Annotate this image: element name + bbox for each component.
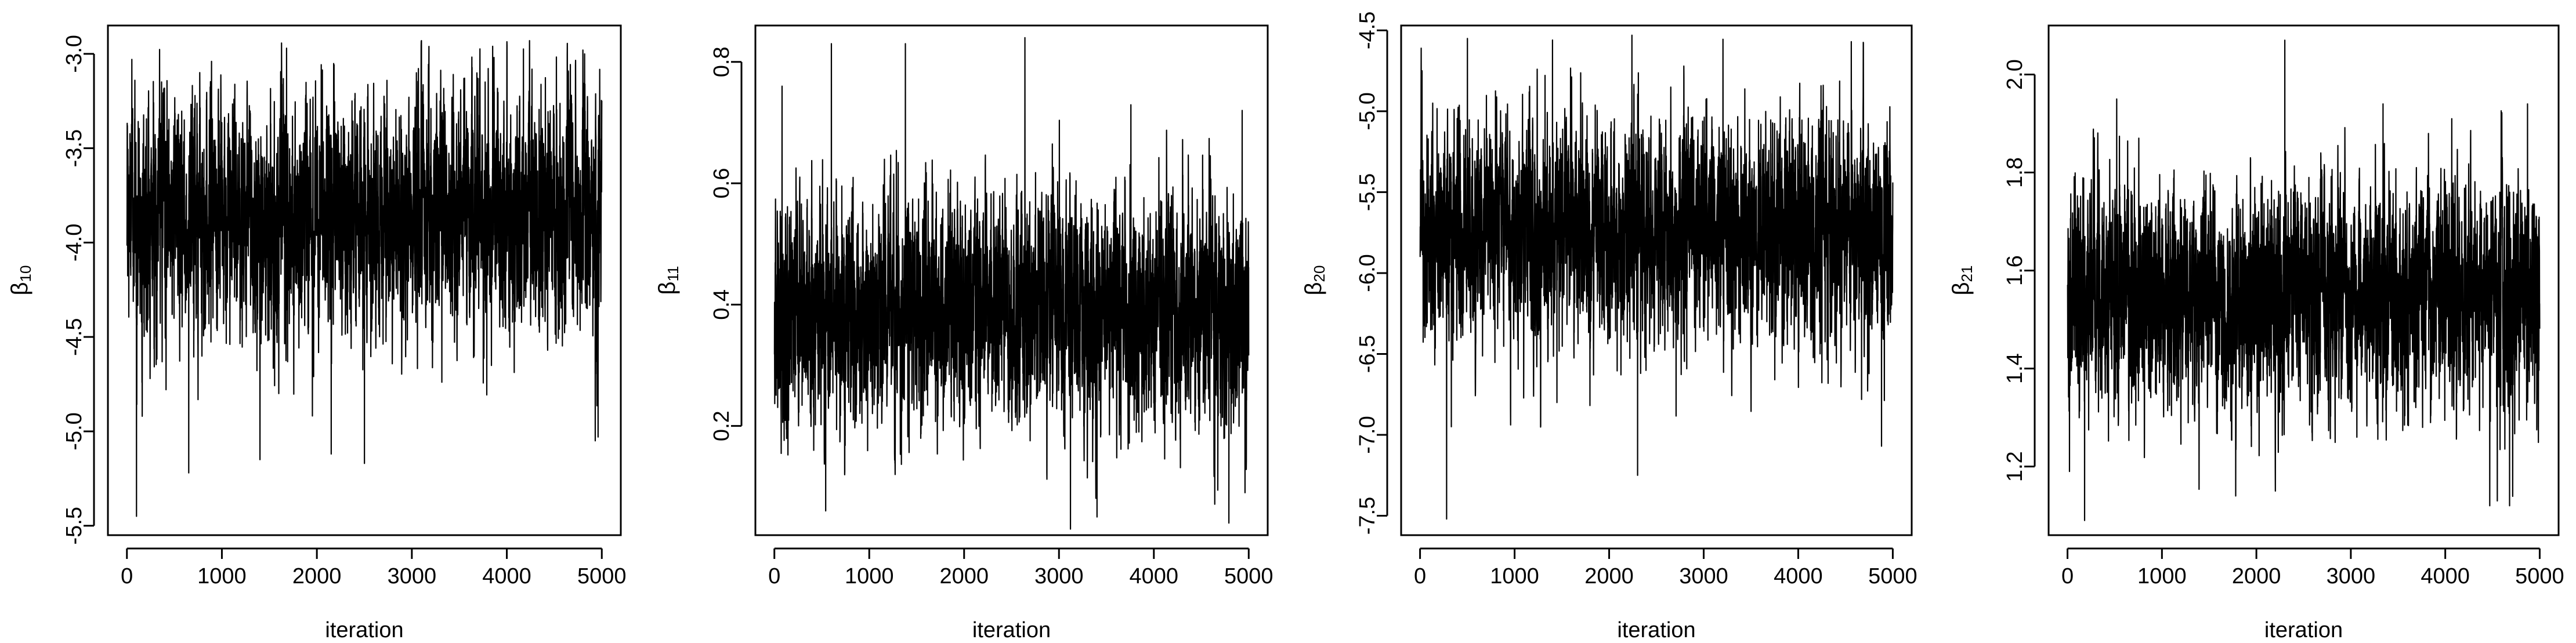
x-tick-label: 4000 [1130, 564, 1179, 588]
y-tick-label: -4.0 [62, 224, 86, 261]
trace-panel-2: 0 1000 2000 3000 4000 5000 -7.5 -7.0 -6.5 -6.0 -5.… [1301, 12, 1917, 642]
y-axis-title: β11 [654, 266, 682, 295]
x-tick-label: 4000 [1774, 564, 1823, 588]
x-axis-title: iteration [2264, 618, 2343, 642]
y-tick-label: 1.6 [2003, 255, 2027, 286]
x-tick-label: 0 [1414, 564, 1426, 588]
x-tick-label: 1000 [197, 564, 247, 588]
y-tick-label: -3.0 [62, 35, 86, 72]
y-tick-label: -3.5 [62, 129, 86, 167]
x-tick-label: 3000 [1679, 564, 1728, 588]
trace-line [2067, 39, 2541, 521]
x-tick-label: 1000 [1490, 564, 1539, 588]
x-tick-label: 3000 [388, 564, 437, 588]
y-tick-label: 1.4 [2003, 353, 2027, 384]
y-tick-label: 0.6 [710, 168, 734, 199]
y-axis-title: β20 [1301, 266, 1328, 296]
plot-frame [1400, 24, 1913, 536]
x-axis-title: iteration [1617, 618, 1695, 642]
trace-panel-3: 0 1000 2000 3000 4000 5000 1.2 1.4 1.6 1.8 2.0 iter… [1948, 24, 2564, 642]
x-tick-label: 2000 [292, 564, 342, 588]
y-tick-label: 1.2 [2003, 451, 2027, 482]
x-tick-label: 2000 [2232, 564, 2281, 588]
y-tick-label: -7.0 [1355, 416, 1380, 453]
x-tick-label: 5000 [577, 564, 627, 588]
x-tick-label: 5000 [1868, 564, 1917, 588]
y-tick-label: 2.0 [2003, 59, 2027, 90]
y-tick-label: -6.0 [1355, 254, 1380, 292]
x-tick-label: 2000 [939, 564, 989, 588]
x-tick-label: 3000 [1034, 564, 1084, 588]
y-tick-label: -7.5 [1355, 497, 1380, 535]
y-tick-label: -4.5 [62, 318, 86, 355]
x-tick-label: 4000 [2421, 564, 2470, 588]
x-tick-label: 5000 [1224, 564, 1273, 588]
plot-frame [107, 24, 622, 536]
x-axis-title: iteration [325, 618, 403, 642]
y-tick-label: -6.5 [1355, 335, 1380, 373]
trace-line [773, 37, 1250, 530]
y-tick-label: -5.5 [62, 507, 86, 544]
x-tick-label: 0 [121, 564, 133, 588]
plot-frame [2047, 24, 2560, 536]
x-tick-label: 2000 [1584, 564, 1634, 588]
x-tick-label: 0 [768, 564, 780, 588]
y-tick-label: 0.8 [710, 46, 734, 77]
y-tick-label: -5.0 [62, 412, 86, 450]
trace-panel-1: 0 1000 2000 3000 4000 5000 0.2 0.4 0.6 0.8 iterati… [654, 24, 1273, 642]
y-tick-label: 0.2 [710, 410, 734, 441]
x-tick-label: 3000 [2327, 564, 2376, 588]
y-axis-title: β21 [1948, 266, 1976, 296]
x-tick-label: 4000 [482, 564, 531, 588]
x-axis-title: iteration [972, 618, 1051, 642]
trace-line [126, 39, 603, 517]
trace-line [1419, 34, 1894, 520]
y-tick-label: -5.5 [1355, 173, 1380, 211]
y-tick-label: 0.4 [710, 289, 734, 320]
trace-panel-0: 0 1000 2000 3000 4000 5000 -5.5 -5.0 -4.5 -4.0 -3.… [7, 24, 627, 642]
x-tick-label: 0 [2061, 564, 2074, 588]
y-tick-label: 1.8 [2003, 157, 2027, 188]
y-tick-label: -4.5 [1355, 12, 1380, 49]
y-axis-title: β10 [7, 266, 34, 296]
x-tick-label: 1000 [845, 564, 894, 588]
plot-frame [754, 24, 1269, 536]
x-tick-label: 1000 [2137, 564, 2187, 588]
y-tick-label: -5.0 [1355, 92, 1380, 130]
x-tick-label: 5000 [2515, 564, 2564, 588]
